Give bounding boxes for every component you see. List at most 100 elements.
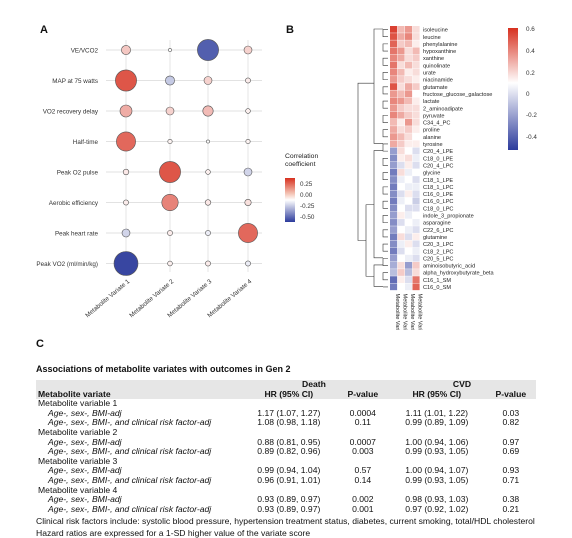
heatmap-cell: [405, 111, 413, 119]
heatmap-cell: [412, 276, 420, 283]
legend-tick: 0.25: [300, 181, 313, 188]
heatmap-cell: [390, 190, 398, 198]
metabolite-label: tyrosine: [423, 142, 443, 148]
metabolite-label: glutamine: [423, 235, 447, 241]
heatmap-cell: [405, 233, 413, 241]
heatmap-cell: [390, 247, 398, 255]
heatmap-cell: [405, 269, 413, 276]
metabolite-label: quinolinate: [423, 63, 450, 69]
heatmap-cell: [390, 133, 398, 140]
correlation-bubble: [205, 260, 211, 267]
heatmap-cell: [405, 219, 413, 226]
table-cell-hr-cvd: 0.99 (0.93, 1.05): [405, 474, 469, 485]
heatmap-cell: [397, 204, 405, 212]
table-cell-p-death: 0.11: [354, 417, 371, 428]
heatmap-cell: [397, 133, 405, 140]
heatmap-cell: [390, 183, 398, 191]
col-header-p-death: P-value: [337, 389, 388, 400]
table-cell-p-death: 0.002: [352, 494, 374, 505]
heatmap-legend-tick: 0.2: [526, 70, 535, 77]
heatmap-cell: [405, 83, 413, 90]
metabolite-label: niacinamide: [423, 78, 453, 84]
heatmap-cell: [397, 97, 405, 105]
correlation-bubble: [167, 139, 173, 145]
table-cell-hr-cvd: 0.99 (0.93, 1.05): [405, 446, 469, 457]
heatmap-cell: [397, 226, 405, 233]
table-cell-hr-cvd: 1.00 (0.94, 1.06): [405, 436, 469, 447]
metabolite-label: C16_0_SM: [423, 285, 451, 291]
heatmap-cell: [390, 169, 398, 176]
table-cell-hr-cvd: 0.98 (0.93, 1.03): [405, 494, 469, 505]
metabolite-label: C20_4_LPE: [423, 149, 453, 155]
heatmap-cell: [405, 126, 413, 133]
heatmap-legend-bar: [508, 28, 518, 150]
table-cell-label: Age-, sex-, BMI-adj: [48, 494, 122, 505]
correlation-bubble: [115, 69, 137, 92]
metabolite-label: C20_3_LPC: [423, 242, 453, 248]
metabolite-label: asparagine: [423, 221, 451, 227]
heatmap-cell: [397, 261, 405, 269]
metabolite-label: proline: [423, 128, 440, 134]
heatmap-cell: [390, 68, 398, 76]
table-cell-label: Age-, sex-, BMI-, and clinical risk fact…: [48, 446, 212, 457]
heatmap-cell: [412, 118, 420, 126]
heatmap-cell: [397, 219, 405, 226]
correlation-bubble: [121, 45, 131, 55]
heatmap-cell: [412, 54, 420, 62]
table-cell-p-cvd: 0.97: [502, 436, 520, 447]
table-cell-label: Metabolite variable 3: [38, 455, 118, 466]
correlation-bubble: [167, 230, 173, 236]
correlation-bubble: [165, 75, 175, 86]
heatmap-cell: [390, 276, 398, 283]
heatmap-cell: [412, 204, 420, 212]
metabolite-label: urate: [423, 71, 436, 77]
table-row: Age-, sex-, BMI-adj 0.99 (0.94, 1.04) 0.57…: [36, 466, 536, 476]
correlation-bubble: [243, 45, 253, 55]
table-cell-label: Age-, sex-, BMI-adj: [48, 465, 122, 476]
table-cell-label: Age-, sex-, BMI-, and clinical risk fact…: [48, 503, 212, 514]
table-cell-p-death: 0.57: [354, 465, 372, 476]
metabolite-label: lactate: [423, 99, 439, 105]
heatmap-cell: [412, 261, 420, 269]
metabolite-label: C16_1_SM: [423, 278, 451, 284]
heatmap-cell: [405, 204, 413, 212]
correlation-bubble: [165, 106, 175, 116]
table-cell-p-cvd: 0.71: [502, 474, 520, 485]
heatmap-cell: [390, 126, 398, 133]
footnote-1: Clinical risk factors include: systolic …: [36, 516, 535, 527]
table-row: Age-, sex-, BMI-adj 1.17 (1.07, 1.27) 0.00…: [36, 407, 536, 419]
heatmap-cell: [405, 190, 413, 198]
heatmap-cell: [405, 240, 413, 248]
heatmap-cell: [390, 269, 398, 276]
table-cell-label: Age-, sex-, BMI-adj: [48, 407, 122, 418]
metabolite-label: leucine: [423, 35, 441, 41]
heatmap-column-label: Metabolite Variate 2: [401, 294, 407, 330]
heatmap-cell: [412, 76, 420, 83]
associations-table: Death CVD Metabolite variate HR (95% CI)…: [36, 379, 536, 515]
heatmap-cell: [412, 147, 420, 155]
correlation-bubble: [204, 199, 212, 206]
heatmap-cell: [412, 83, 420, 90]
table-row: Age-, sex-, BMI-, and clinical risk fact…: [36, 503, 536, 515]
correlation-bubble: [161, 194, 179, 212]
correlation-bubble: [197, 39, 219, 61]
heatmap-cell: [390, 226, 398, 233]
heatmap-cell: [397, 247, 405, 255]
heatmap-cell: [405, 47, 413, 55]
heatmap-cell: [405, 183, 413, 191]
panel-b-heatmap: isoleucineleucinephenylalaninehypoxanthi…: [357, 26, 537, 330]
metabolite-label: aminoisobutyric_acid: [423, 264, 475, 270]
table-cell-hr-cvd: 0.97 (0.92, 1.02): [405, 503, 469, 514]
table-cell-p-death: 0.0007: [349, 436, 376, 447]
metabolite-label: C16_0_LPE: [423, 192, 453, 198]
heatmap-cell: [397, 254, 405, 262]
heatmap-cell: [397, 33, 405, 40]
heatmap-cell: [390, 219, 398, 226]
heatmap-cell: [412, 133, 420, 140]
heatmap-cell: [405, 176, 413, 183]
heatmap-cell: [390, 147, 398, 155]
heatmap-cell: [405, 261, 413, 269]
heatmap-cell: [412, 33, 420, 40]
heatmap-cell: [405, 276, 413, 283]
heatmap-cell: [390, 26, 398, 33]
